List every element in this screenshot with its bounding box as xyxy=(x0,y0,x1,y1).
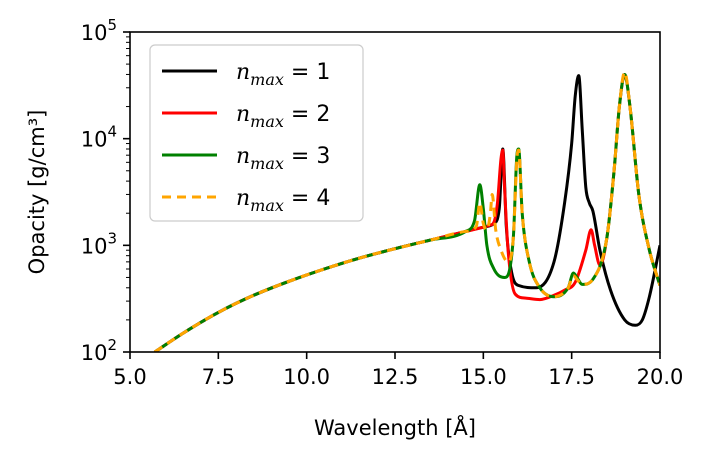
x-tick-label: 15.0 xyxy=(460,365,507,389)
legend-label-2: nmax = 2 xyxy=(236,102,330,131)
x-tick-label: 10.0 xyxy=(283,365,330,389)
legend-label-4: nmax = 4 xyxy=(236,186,330,215)
series-line-nmax-4 xyxy=(153,70,660,352)
y-tick-label: 104 xyxy=(81,123,117,152)
y-tick-label: 105 xyxy=(81,16,117,45)
x-tick-label: 12.5 xyxy=(372,365,419,389)
x-tick-label: 17.5 xyxy=(548,365,595,389)
y-tick-label: 102 xyxy=(81,336,117,365)
legend-label-1: nmax = 1 xyxy=(236,60,330,89)
y-axis-label: Opacity [g/cm³] xyxy=(25,110,49,275)
x-axis-label: Wavelength [Å] xyxy=(314,414,476,440)
legend-box xyxy=(149,44,364,222)
legend: nmax = 1 nmax = 2 nmax = 3 nmax = 4 xyxy=(149,44,364,222)
x-tick-label: 7.5 xyxy=(202,365,235,389)
legend-label-3: nmax = 3 xyxy=(236,144,330,173)
x-tick-label: 20.0 xyxy=(637,365,684,389)
x-tick-label: 5.0 xyxy=(113,365,146,389)
series-layer xyxy=(153,70,660,352)
ticks-layer: 5.0 7.5 10.0 12.5 15.0 17.5 20.0 102 103 104 105 xyxy=(81,16,684,389)
y-tick-label: 103 xyxy=(81,229,117,258)
